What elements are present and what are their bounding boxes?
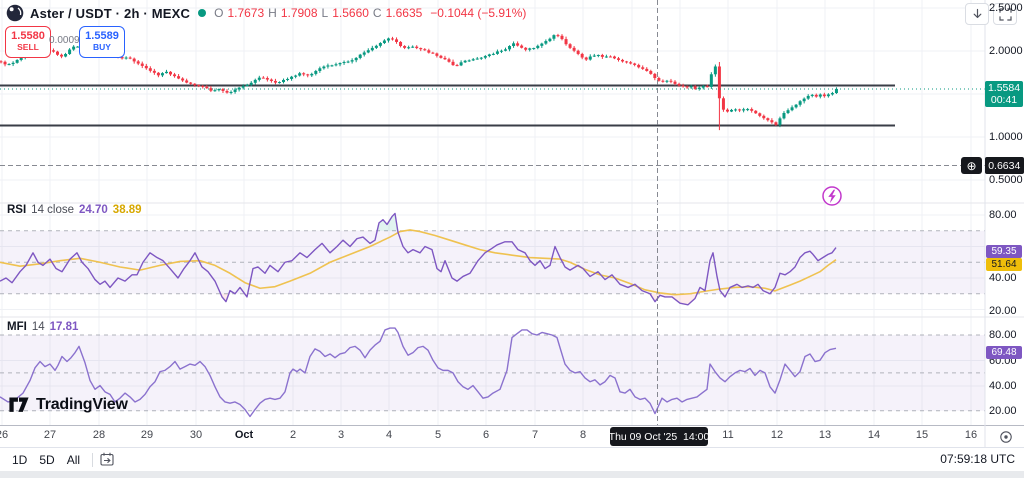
price-scale-label: 1.0000 — [989, 131, 1023, 143]
mfi-title: MFI — [7, 321, 27, 333]
tradingview-watermark[interactable]: TradingView — [8, 396, 128, 414]
range-5d-button[interactable]: 5D — [39, 452, 55, 467]
symbol-legend: Aster / USDT · 2h · MEXC O 1.7673 H 1.7908… — [6, 3, 526, 23]
crosshair-time-badge: Thu 09 Oct '25 14:00 — [609, 427, 709, 446]
rsi-scale-label: 80.00 — [989, 209, 1017, 221]
time-axis-label: 7 — [531, 429, 539, 441]
mfi-scale-label: 40.00 — [989, 380, 1017, 392]
market-status-dot — [198, 9, 207, 17]
time-axis-label: 13 — [818, 429, 832, 441]
price-scale-label: 0.5000 — [989, 174, 1023, 186]
time-axis-label: 6 — [482, 429, 490, 441]
rsi-scale-label: 20.00 — [989, 305, 1017, 317]
mfi-legend[interactable]: MFI 14 17.81 — [7, 321, 78, 333]
price-change: −0.1044 (−5.91%) — [430, 6, 527, 20]
scale-settings-button[interactable] — [999, 430, 1013, 449]
mfi-scale-label: 80.00 — [989, 329, 1017, 341]
target-icon — [1000, 431, 1012, 443]
ohlc-values: O 1.7673 H 1.7908 L 1.5660 C 1.6635 −0.1044 … — [214, 6, 527, 20]
time-axis-label: 2 — [289, 429, 297, 441]
last-price-badge: 1.5584 00:41 — [985, 81, 1023, 107]
spread-value: 0.0009 — [49, 35, 80, 46]
fullscreen-icon — [998, 7, 1012, 21]
footer-toolbar: 1D 5D All — [0, 448, 1024, 471]
calendar-icon — [100, 452, 114, 466]
symbol-title[interactable]: Aster / USDT · 2h · MEXC — [30, 5, 191, 21]
time-axis-label: 27 — [43, 429, 57, 441]
time-axis-label: 3 — [337, 429, 345, 441]
time-axis-label: 14 — [867, 429, 881, 441]
time-axis-label: 16 — [964, 429, 978, 441]
time-axis-label: 4 — [385, 429, 393, 441]
footer-divider — [92, 452, 94, 467]
rsi-title: RSI — [7, 204, 27, 216]
add-alert-button[interactable]: ⊕ — [961, 157, 982, 174]
rsi-ma-value: 38.89 — [112, 204, 142, 216]
aster-logo-icon — [6, 4, 24, 22]
rsi-value: 24.70 — [79, 204, 108, 216]
go-to-date-button[interactable] — [99, 452, 115, 467]
plus-circle-icon: ⊕ — [966, 158, 977, 173]
lightning-cursor-icon — [822, 186, 842, 206]
time-axis-label: 15 — [915, 429, 929, 441]
time-axis-label: Oct — [234, 429, 254, 441]
price-scale-label: 2.0000 — [989, 45, 1023, 57]
mfi-value-badge: 69.48 — [986, 346, 1022, 359]
time-axis-label: 5 — [434, 429, 442, 441]
mfi-value: 17.81 — [49, 321, 79, 333]
utc-clock[interactable]: 07:59:18 UTC — [940, 452, 1015, 466]
rsi-value-badge: 59.35 — [986, 244, 1022, 258]
sell-button[interactable]: 1.5580 SELL — [5, 26, 51, 58]
rsi-legend[interactable]: RSI 14 close 24.70 38.89 — [7, 204, 142, 216]
buy-button[interactable]: 1.5589 BUY — [79, 26, 125, 58]
time-axis-label: 28 — [92, 429, 106, 441]
fullscreen-button[interactable] — [993, 3, 1017, 25]
price-scale-label: 2.5000 — [989, 2, 1023, 14]
crosshair-price-badge: 0.6634 — [984, 157, 1024, 174]
time-axis-label: 29 — [140, 429, 154, 441]
watermark-label: TradingView — [36, 396, 128, 413]
mfi-scale-label: 20.00 — [989, 405, 1017, 417]
bottom-strip — [0, 471, 1024, 478]
mfi-params: 14 — [31, 321, 45, 333]
time-axis-label: 12 — [770, 429, 784, 441]
rsi-scale-label: 40.00 — [989, 272, 1017, 284]
range-all-button[interactable]: All — [66, 452, 81, 467]
tradingview-logo-icon — [9, 397, 29, 412]
rsi-ma-value-badge: 51.64 — [986, 258, 1022, 271]
rsi-params: 14 close — [31, 204, 75, 216]
time-axis-label: 11 — [722, 429, 734, 441]
download-chart-button[interactable] — [965, 3, 989, 25]
time-axis-label: 30 — [189, 429, 203, 441]
time-axis-label: 26 — [0, 429, 9, 441]
download-icon — [973, 8, 981, 18]
time-axis-label: 8 — [579, 429, 587, 441]
range-1d-button[interactable]: 1D — [12, 452, 28, 467]
